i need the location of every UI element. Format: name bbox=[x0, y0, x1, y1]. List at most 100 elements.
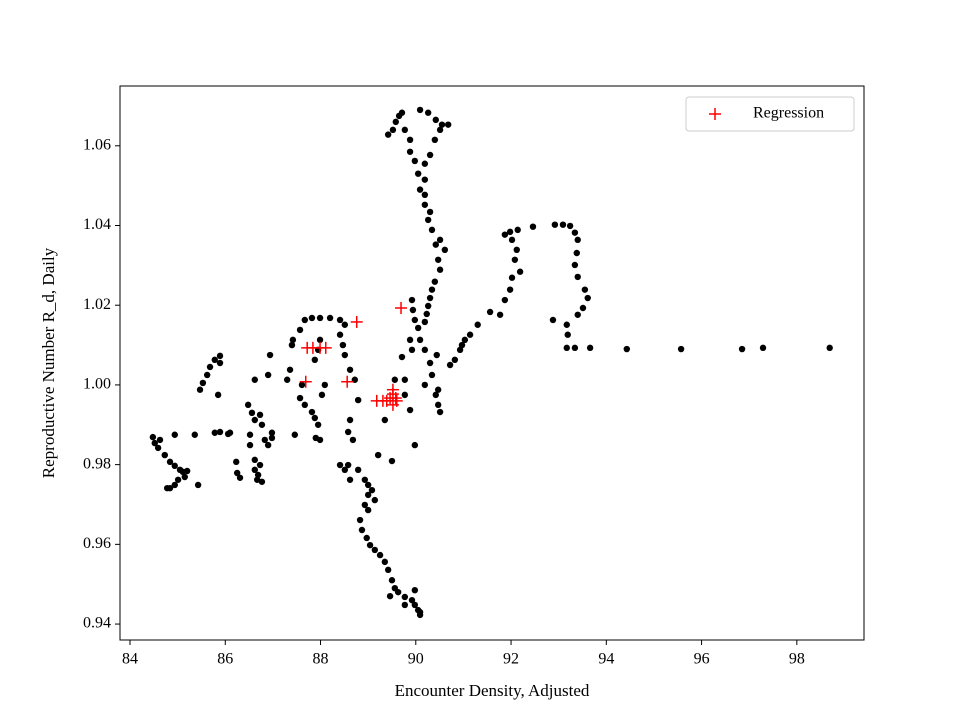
point bbox=[408, 296, 416, 304]
point bbox=[336, 461, 344, 469]
point bbox=[574, 236, 581, 244]
point bbox=[251, 456, 258, 464]
plus-marker bbox=[386, 383, 399, 396]
plus-marker bbox=[389, 392, 402, 405]
y-tick-label: 1.04 bbox=[83, 216, 111, 233]
plot-frame bbox=[119, 85, 865, 641]
point bbox=[416, 608, 424, 616]
point bbox=[268, 434, 276, 442]
legend-label: Regression bbox=[753, 105, 824, 122]
point bbox=[156, 436, 164, 444]
point bbox=[677, 345, 685, 353]
point bbox=[428, 226, 436, 234]
point bbox=[458, 341, 466, 349]
point bbox=[233, 458, 240, 466]
point bbox=[406, 336, 414, 344]
x-axis-label: Encounter Density, Adjusted bbox=[395, 681, 590, 700]
point bbox=[371, 546, 379, 554]
point bbox=[161, 451, 168, 459]
point bbox=[461, 336, 469, 344]
point bbox=[351, 376, 359, 383]
point bbox=[394, 588, 402, 596]
point bbox=[391, 376, 399, 383]
point bbox=[344, 428, 352, 436]
point bbox=[364, 506, 372, 514]
point bbox=[416, 186, 424, 193]
point bbox=[411, 157, 419, 165]
x-tick-label: 92 bbox=[503, 651, 519, 668]
point bbox=[389, 126, 397, 134]
point bbox=[386, 592, 394, 600]
point bbox=[474, 321, 481, 328]
plus-marker bbox=[395, 301, 408, 314]
x-tick-label: 84 bbox=[122, 651, 138, 668]
point bbox=[513, 246, 520, 254]
point bbox=[759, 344, 767, 352]
point bbox=[211, 356, 218, 364]
point bbox=[341, 321, 349, 328]
point bbox=[344, 461, 352, 469]
point bbox=[181, 473, 188, 481]
point bbox=[258, 478, 266, 485]
point bbox=[183, 467, 191, 475]
plus-marker bbox=[299, 375, 312, 388]
point bbox=[314, 421, 322, 428]
point bbox=[434, 401, 442, 409]
point bbox=[451, 356, 459, 364]
point bbox=[506, 228, 514, 236]
point bbox=[411, 441, 419, 449]
point bbox=[256, 461, 264, 469]
point bbox=[174, 476, 182, 483]
point bbox=[318, 391, 326, 399]
point bbox=[341, 466, 349, 474]
point bbox=[433, 351, 440, 359]
point bbox=[579, 304, 587, 312]
point bbox=[586, 344, 594, 352]
point bbox=[356, 516, 364, 524]
point bbox=[336, 316, 344, 324]
point bbox=[291, 431, 299, 438]
point bbox=[233, 469, 241, 477]
point bbox=[421, 318, 429, 326]
point bbox=[211, 429, 218, 436]
point bbox=[203, 371, 211, 379]
y-tick-label: 1.06 bbox=[83, 136, 111, 153]
point bbox=[432, 241, 439, 248]
point bbox=[251, 376, 258, 383]
x-tick-label: 90 bbox=[408, 651, 424, 668]
point bbox=[408, 346, 416, 354]
point bbox=[571, 344, 579, 352]
point bbox=[398, 109, 406, 116]
point bbox=[434, 256, 442, 263]
point bbox=[381, 558, 389, 566]
plus-marker bbox=[390, 394, 403, 407]
point bbox=[171, 431, 178, 438]
point bbox=[446, 361, 454, 369]
point bbox=[366, 541, 374, 549]
point bbox=[574, 311, 581, 318]
point bbox=[581, 286, 589, 293]
y-tick-label: 0.98 bbox=[83, 455, 111, 472]
plus-marker bbox=[341, 375, 354, 388]
point bbox=[288, 341, 296, 349]
point bbox=[529, 223, 537, 230]
point bbox=[236, 474, 244, 481]
point bbox=[426, 294, 434, 302]
point bbox=[258, 421, 266, 428]
point bbox=[409, 306, 417, 314]
point bbox=[216, 352, 224, 360]
point bbox=[411, 316, 419, 324]
point bbox=[508, 274, 516, 281]
plus-marker bbox=[319, 341, 332, 354]
point bbox=[421, 176, 429, 183]
point bbox=[194, 481, 202, 489]
point bbox=[573, 249, 580, 257]
point bbox=[486, 308, 494, 316]
y-tick-label: 1.00 bbox=[83, 376, 111, 393]
plus-marker bbox=[350, 315, 363, 328]
point bbox=[436, 266, 444, 273]
point bbox=[354, 396, 362, 404]
point bbox=[261, 436, 268, 444]
point bbox=[623, 345, 630, 353]
